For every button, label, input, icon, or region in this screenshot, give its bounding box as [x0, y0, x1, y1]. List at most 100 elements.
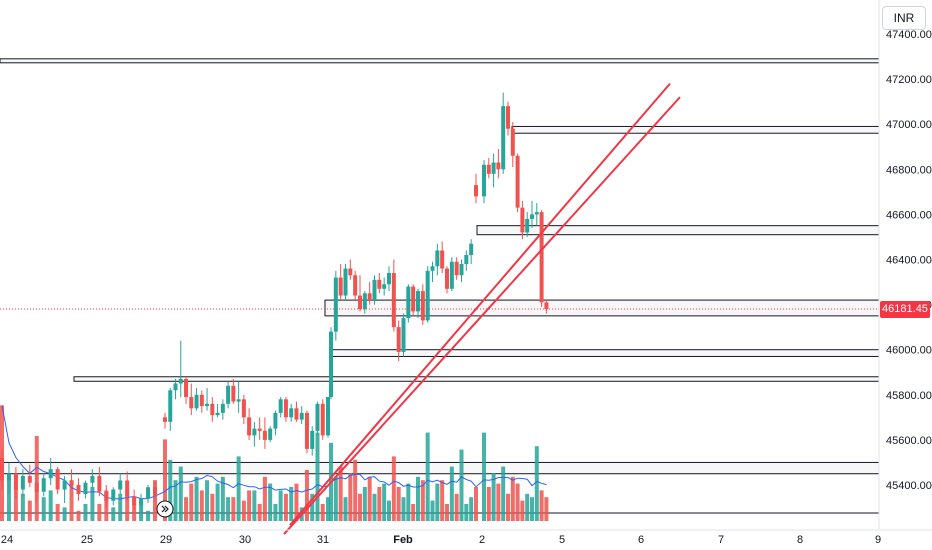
candle [445, 266, 449, 294]
zone-box [73, 376, 880, 382]
volume-bar [125, 490, 130, 521]
volume-bar [268, 483, 273, 521]
volume-bar [358, 493, 362, 521]
candle [168, 388, 173, 431]
candle [539, 209, 544, 307]
volume-bar [515, 483, 520, 521]
candle [372, 275, 377, 305]
volume-layer [0, 405, 549, 521]
time-tick-label: 29 [160, 534, 172, 546]
candle [430, 261, 435, 283]
candle [34, 471, 39, 501]
candle [367, 282, 372, 305]
candle [97, 466, 102, 497]
candle [501, 92, 506, 174]
candle [125, 471, 130, 501]
trendline [289, 82, 671, 526]
candle [510, 121, 515, 168]
candle [454, 257, 459, 280]
volume-bar [48, 490, 53, 521]
volume-bar [168, 459, 173, 521]
time-tick-label: 31 [317, 534, 329, 546]
volume-bar [333, 476, 338, 521]
trendline [283, 96, 681, 535]
volume-bar [391, 456, 396, 521]
price-tick-label: 45600.00 [886, 435, 932, 447]
candle [76, 478, 81, 501]
volume-bar [6, 480, 11, 521]
volume-bar [83, 504, 88, 521]
zone-box [511, 125, 880, 134]
volume-bar [20, 493, 25, 521]
candle [304, 410, 309, 454]
volume-bar [501, 466, 506, 521]
candle [41, 473, 46, 497]
last-price-label: 46181.45 [880, 301, 930, 318]
candle [83, 480, 88, 499]
candle [530, 200, 534, 228]
time-tick-label: 7 [718, 534, 724, 546]
candle [382, 277, 387, 296]
volume-bar [491, 473, 496, 521]
candle [338, 264, 343, 301]
volume-bar [464, 504, 469, 521]
candle [104, 485, 109, 508]
candle [199, 390, 204, 413]
time-tick-label: Feb [393, 534, 413, 546]
time-axis[interactable]: 24 25 29 30 31 Feb 2 5 6 7 8 9 [1, 534, 881, 546]
volume-bar [449, 466, 454, 521]
candle [515, 153, 520, 213]
candle [6, 462, 11, 495]
volume-bar [445, 504, 449, 521]
scroll-to-realtime-icon[interactable] [156, 500, 174, 518]
candle [262, 417, 267, 449]
candle [333, 270, 338, 341]
candle [353, 270, 358, 301]
price-tick-label: 45400.00 [886, 480, 932, 492]
volume-bar [348, 473, 353, 521]
candle [315, 401, 320, 436]
price-tick-label: 47200.00 [886, 74, 932, 86]
volume-bar [326, 497, 330, 521]
candle [178, 340, 183, 398]
zone-box [0, 58, 880, 64]
candle [90, 469, 95, 490]
candle [273, 410, 278, 436]
volume-bar [289, 487, 294, 521]
candle [544, 300, 549, 314]
candle [362, 291, 367, 314]
candle [294, 401, 299, 422]
volume-bar [262, 476, 267, 521]
time-tick-label: 24 [1, 534, 13, 546]
candle [194, 388, 199, 411]
price-tick-label: 46800.00 [886, 164, 932, 176]
candles-layer [0, 92, 549, 513]
volume-bar [273, 504, 278, 521]
volume-bar [367, 476, 372, 521]
volume-bar [294, 483, 299, 521]
candle [459, 259, 464, 283]
zone-box [0, 461, 880, 475]
volume-bar [387, 500, 391, 521]
candle [491, 153, 496, 188]
volume-moving-average-line [1, 405, 547, 500]
volume-bar [184, 497, 189, 521]
volume-bar [377, 487, 382, 521]
candle [69, 469, 74, 490]
candle [416, 288, 420, 319]
candle [406, 284, 411, 323]
volume-bar [210, 493, 215, 521]
price-axis[interactable]: 47400.00 47200.00 47000.00 46800.00 46600.00… [886, 29, 932, 492]
candle [320, 399, 325, 440]
price-tick-label: 45800.00 [886, 390, 932, 402]
currency-selector-button[interactable]: INR [882, 6, 926, 30]
price-tick-label: 46000.00 [886, 345, 932, 357]
price-tick-label: 47400.00 [886, 29, 932, 41]
candle [146, 485, 151, 504]
time-tick-label: 6 [638, 534, 644, 546]
candle [184, 376, 189, 404]
volume-bar [189, 483, 194, 521]
volume-bar [520, 500, 525, 521]
volume-bar [539, 490, 544, 521]
